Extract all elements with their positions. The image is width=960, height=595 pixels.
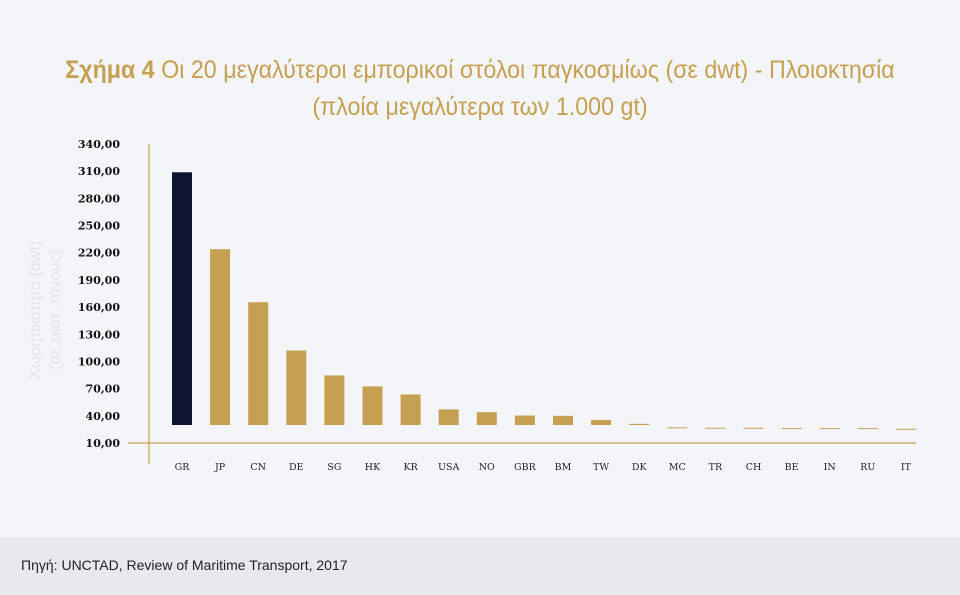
bar-usa [438,409,459,425]
bar-mc [667,427,688,429]
bar-kr [400,394,421,425]
bars [172,172,916,430]
source-note: Πηγή: UNCTAD, Review of Maritime Transpo… [21,557,348,573]
bar-ru [857,428,878,430]
y-tick-label: 340,00 [78,138,120,151]
x-tick-label: MC [669,462,686,473]
y-tick-label: 250,00 [78,220,120,233]
x-tick-label: USA [438,462,460,473]
x-tick-label: JP [214,462,226,473]
x-tick-label: BM [555,462,572,473]
bar-no [476,412,497,425]
x-tick-label: RU [860,462,875,473]
x-tick-label: IN [824,462,836,473]
footer: Πηγή: UNCTAD, Review of Maritime Transpo… [0,537,960,595]
x-tick-label: GBR [514,462,537,473]
y-tick-label: 70,00 [86,383,121,396]
x-tick-label: CH [746,462,762,473]
x-tick-label: DK [632,462,648,473]
bar-gr [172,172,192,425]
bar-be [781,428,802,430]
x-tick-label: TW [593,462,609,473]
bar-in [819,428,840,430]
bar-hk [362,386,383,425]
x-tick-label: CN [250,462,266,473]
y-tick-label: 130,00 [78,328,120,341]
y-tick-labels: 10,00 40,00 70,00 100,00 130,00 160,00 190,00 2… [78,138,120,450]
bar-dk [629,423,650,425]
y-tick-label: 190,00 [78,274,120,287]
bar-de [286,350,307,425]
y-tick-label: 100,00 [78,355,120,368]
x-tick-label: KR [403,462,418,473]
bar-jp [210,249,231,425]
x-tick-label: GR [175,462,191,473]
bar-gbr [514,415,535,425]
title-subtitle: (πλοία μεγαλύτερα των 1.000 gt) [312,93,648,121]
bar-it [895,428,916,430]
bar-sg [324,375,345,425]
chart-title: Σχήμα 4 Οι 20 μεγαλύτεροι εμπορικοί στόλ… [34,52,927,126]
x-tick-label: BE [785,462,799,473]
x-tick-label: TR [709,462,723,473]
y-tick-label: 40,00 [86,410,121,423]
x-tick-label: SG [327,462,341,473]
x-tick-label: IT [901,462,912,473]
bar-chart: 10,00 40,00 70,00 100,00 130,00 160,00 190,00 2… [78,138,916,473]
bar-ch [743,427,764,429]
title-figure-number: Σχήμα 4 [65,56,155,84]
bar-tw [591,419,612,425]
x-tick-label: DE [289,462,304,473]
y-tick-label: 220,00 [78,247,120,260]
y-tick-label: 310,00 [78,165,120,178]
bar-bm [553,415,573,425]
y-tick-label: 10,00 [86,437,121,450]
bar-cn [248,302,269,425]
y-tick-label: 160,00 [78,301,120,314]
x-tick-label: HK [365,462,381,473]
title-text: Οι 20 μεγαλύτεροι εμπορικοί στόλοι παγκο… [154,56,895,84]
bar-tr [705,427,726,429]
y-tick-label: 280,00 [78,192,120,205]
x-tick-label: NO [479,462,495,473]
x-tick-labels: GR JP CN DE SG HK KR USA NO GBR BM TW DK MC TR CH BE IN RU… [175,462,912,473]
